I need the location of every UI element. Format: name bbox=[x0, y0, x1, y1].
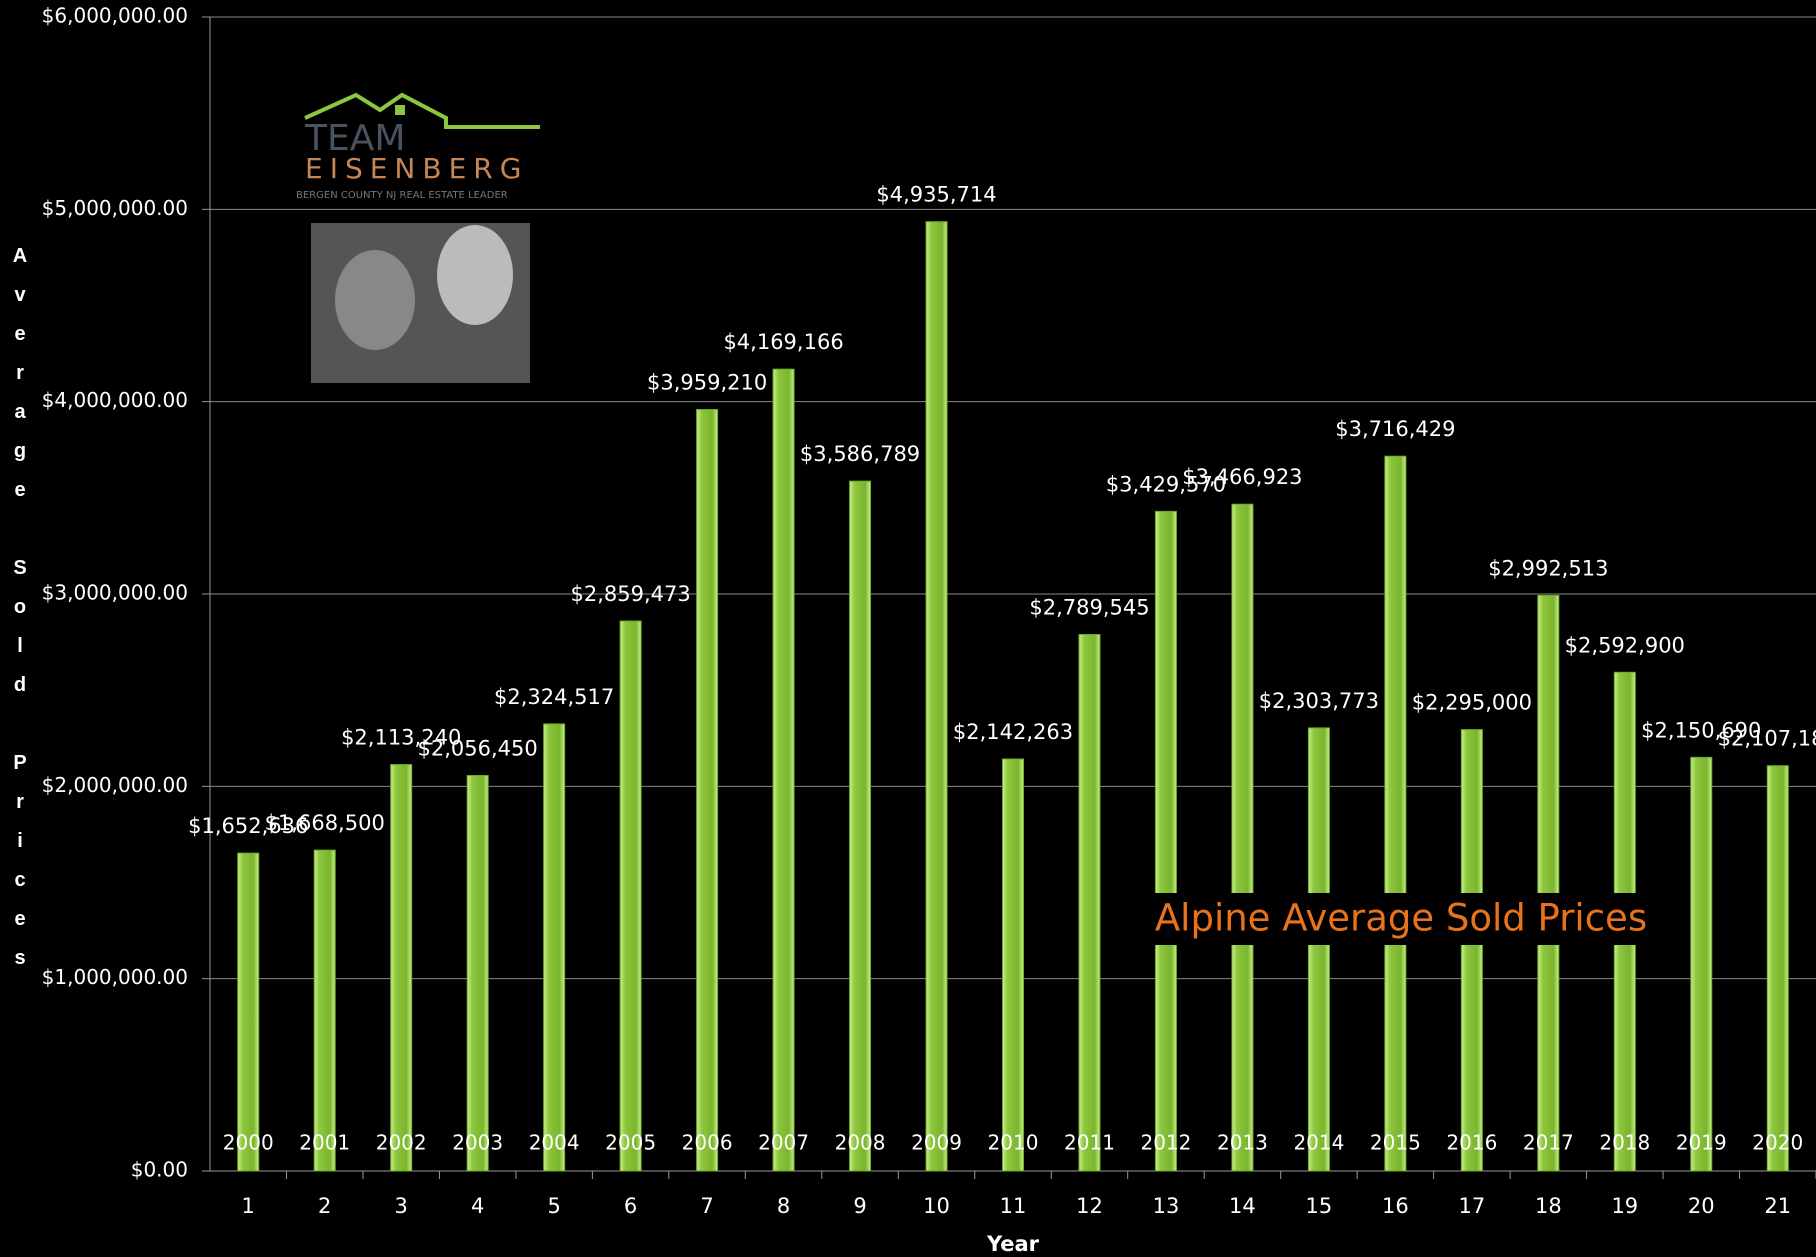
x-tick-label: 17 bbox=[1458, 1194, 1485, 1218]
bar-year-label: 2005 bbox=[605, 1131, 656, 1155]
value-label: $3,586,789 bbox=[800, 442, 920, 466]
value-label: $3,959,210 bbox=[647, 371, 767, 395]
value-label: $4,169,166 bbox=[723, 330, 843, 354]
bar-year-label: 2001 bbox=[299, 1131, 350, 1155]
bar-year-label: 2020 bbox=[1752, 1131, 1803, 1155]
y-tick-label: $0.00 bbox=[131, 1158, 188, 1182]
bar-year-label: 2003 bbox=[452, 1131, 503, 1155]
logo-name-bottom: EISENBERG bbox=[305, 152, 528, 185]
value-label: $2,789,545 bbox=[1029, 595, 1149, 619]
x-tick-label: 18 bbox=[1535, 1194, 1562, 1218]
bar bbox=[1767, 766, 1788, 1171]
bar-year-label: 2000 bbox=[223, 1131, 274, 1155]
bar-year-label: 2008 bbox=[835, 1131, 886, 1155]
value-label: $3,716,429 bbox=[1335, 417, 1455, 441]
x-tick-label: 19 bbox=[1611, 1194, 1638, 1218]
bar bbox=[1003, 759, 1024, 1171]
x-tick-label: 6 bbox=[624, 1194, 637, 1218]
value-label: $2,859,473 bbox=[570, 582, 690, 606]
bar bbox=[467, 775, 488, 1171]
bar-year-label: 2004 bbox=[529, 1131, 580, 1155]
logo: TEAM EISENBERG BERGEN COUNTY NJ REAL EST… bbox=[296, 95, 540, 383]
value-label: $2,107,180 bbox=[1718, 727, 1816, 751]
value-label: $2,992,513 bbox=[1488, 556, 1608, 580]
value-label: $2,592,900 bbox=[1565, 633, 1685, 657]
bar bbox=[1691, 757, 1712, 1171]
y-tick-label: $6,000,000.00 bbox=[42, 4, 188, 28]
bar bbox=[926, 222, 947, 1171]
bar-year-label: 2002 bbox=[376, 1131, 427, 1155]
value-label: $2,324,517 bbox=[494, 685, 614, 709]
x-tick-label: 1 bbox=[242, 1194, 255, 1218]
x-tick-label: 5 bbox=[547, 1194, 560, 1218]
x-tick-label: 11 bbox=[1000, 1194, 1027, 1218]
value-label: $2,142,263 bbox=[953, 720, 1073, 744]
x-tick-label: 2 bbox=[318, 1194, 331, 1218]
logo-tagline: BERGEN COUNTY NJ REAL ESTATE LEADER bbox=[296, 190, 508, 201]
y-tick-label: $3,000,000.00 bbox=[42, 581, 188, 605]
bar bbox=[697, 410, 718, 1171]
x-tick-label: 12 bbox=[1076, 1194, 1103, 1218]
x-tick-label: 16 bbox=[1382, 1194, 1409, 1218]
bar bbox=[1385, 456, 1406, 1171]
x-tick-label: 10 bbox=[923, 1194, 950, 1218]
bar-year-label: 2012 bbox=[1140, 1131, 1191, 1155]
bar bbox=[850, 481, 871, 1171]
x-tick-label: 3 bbox=[395, 1194, 408, 1218]
y-tick-label: $5,000,000.00 bbox=[42, 196, 188, 220]
x-tick-label: 21 bbox=[1764, 1194, 1791, 1218]
x-axis-title: Year bbox=[986, 1232, 1040, 1256]
bar bbox=[1538, 595, 1559, 1171]
x-tick-label: 4 bbox=[471, 1194, 484, 1218]
bar bbox=[1308, 728, 1329, 1171]
bar-year-label: 2018 bbox=[1599, 1131, 1650, 1155]
x-tick-label: 15 bbox=[1306, 1194, 1333, 1218]
value-label: $2,303,773 bbox=[1259, 689, 1379, 713]
value-label: $2,295,000 bbox=[1412, 691, 1532, 715]
bar-year-label: 2011 bbox=[1064, 1131, 1115, 1155]
photo-person bbox=[437, 225, 513, 325]
bar bbox=[314, 850, 335, 1171]
bar-year-label: 2013 bbox=[1217, 1131, 1268, 1155]
bar bbox=[1461, 730, 1482, 1171]
bar-year-label: 2009 bbox=[911, 1131, 962, 1155]
x-tick-label: 20 bbox=[1688, 1194, 1715, 1218]
y-axis-title: Average Sold Prices bbox=[8, 245, 31, 986]
value-label: $1,668,500 bbox=[265, 811, 385, 835]
bar bbox=[773, 369, 794, 1171]
value-label: $2,056,450 bbox=[418, 736, 538, 760]
bar bbox=[1155, 511, 1176, 1171]
bar bbox=[1232, 504, 1253, 1171]
x-tick-label: 14 bbox=[1229, 1194, 1256, 1218]
bar bbox=[1079, 634, 1100, 1171]
bar-year-label: 2017 bbox=[1523, 1131, 1574, 1155]
y-tick-label: $1,000,000.00 bbox=[42, 965, 188, 989]
y-tick-label: $2,000,000.00 bbox=[42, 773, 188, 797]
photo-person bbox=[335, 250, 415, 350]
x-tick-label: 13 bbox=[1153, 1194, 1180, 1218]
page: TEAM EISENBERG BERGEN COUNTY NJ REAL EST… bbox=[0, 0, 1816, 1257]
bar-year-label: 2019 bbox=[1676, 1131, 1727, 1155]
chart: TEAM EISENBERG BERGEN COUNTY NJ REAL EST… bbox=[0, 0, 1816, 1257]
bar-year-label: 2006 bbox=[682, 1131, 733, 1155]
value-label: $3,466,923 bbox=[1182, 465, 1302, 489]
y-tick-label: $4,000,000.00 bbox=[42, 388, 188, 412]
bar bbox=[620, 621, 641, 1171]
bar bbox=[391, 765, 412, 1171]
bar-year-label: 2015 bbox=[1370, 1131, 1421, 1155]
bar-year-label: 2007 bbox=[758, 1131, 809, 1155]
x-tick-label: 8 bbox=[777, 1194, 790, 1218]
value-label: $4,935,714 bbox=[876, 183, 996, 207]
bar-year-label: 2016 bbox=[1446, 1131, 1497, 1155]
bar bbox=[544, 724, 565, 1171]
logo-window bbox=[395, 105, 405, 115]
bar bbox=[238, 853, 259, 1171]
bar-year-label: 2010 bbox=[988, 1131, 1039, 1155]
x-tick-label: 9 bbox=[853, 1194, 866, 1218]
x-tick-label: 7 bbox=[700, 1194, 713, 1218]
bar-year-label: 2014 bbox=[1293, 1131, 1344, 1155]
annotation: Alpine Average Sold Prices bbox=[1155, 897, 1647, 940]
